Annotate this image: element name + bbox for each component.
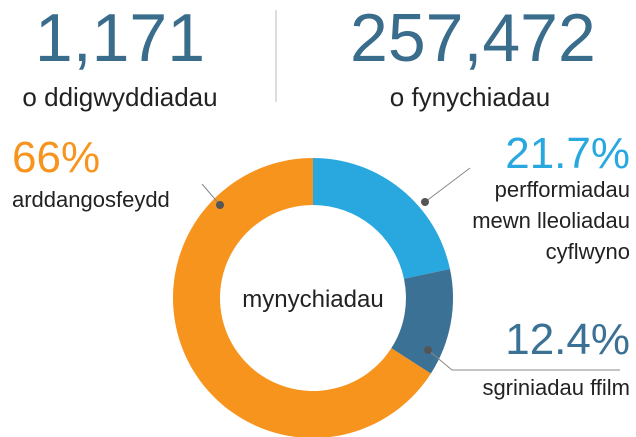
value-label: 66% — [12, 133, 101, 182]
stat-label: o ddigwyddiadau — [22, 82, 218, 112]
category-label: arddangosfeydd — [12, 187, 170, 212]
center-label: mynychiadau — [242, 286, 384, 313]
stat-label: o fynychiadau — [389, 82, 551, 112]
category-label: sgriniadau ffilm — [482, 375, 630, 400]
donut — [173, 158, 454, 437]
leader-line — [201, 183, 221, 206]
donut-segment — [391, 268, 454, 374]
stat-value: 1,171 — [34, 0, 206, 76]
leader-line — [424, 167, 471, 203]
category-label: perfformiadau mewn lleoliadau cyflwyno — [472, 177, 630, 264]
leader-dot — [424, 346, 432, 354]
leader-line — [427, 349, 620, 371]
leader-dot — [216, 201, 224, 209]
donut-segment — [313, 158, 450, 279]
stat-value: 257,472 — [350, 0, 596, 76]
value-label: 12.4% — [505, 315, 630, 364]
value-label: 21.7% — [505, 129, 630, 178]
donut-segment — [173, 158, 431, 437]
leader-dot — [421, 198, 429, 206]
